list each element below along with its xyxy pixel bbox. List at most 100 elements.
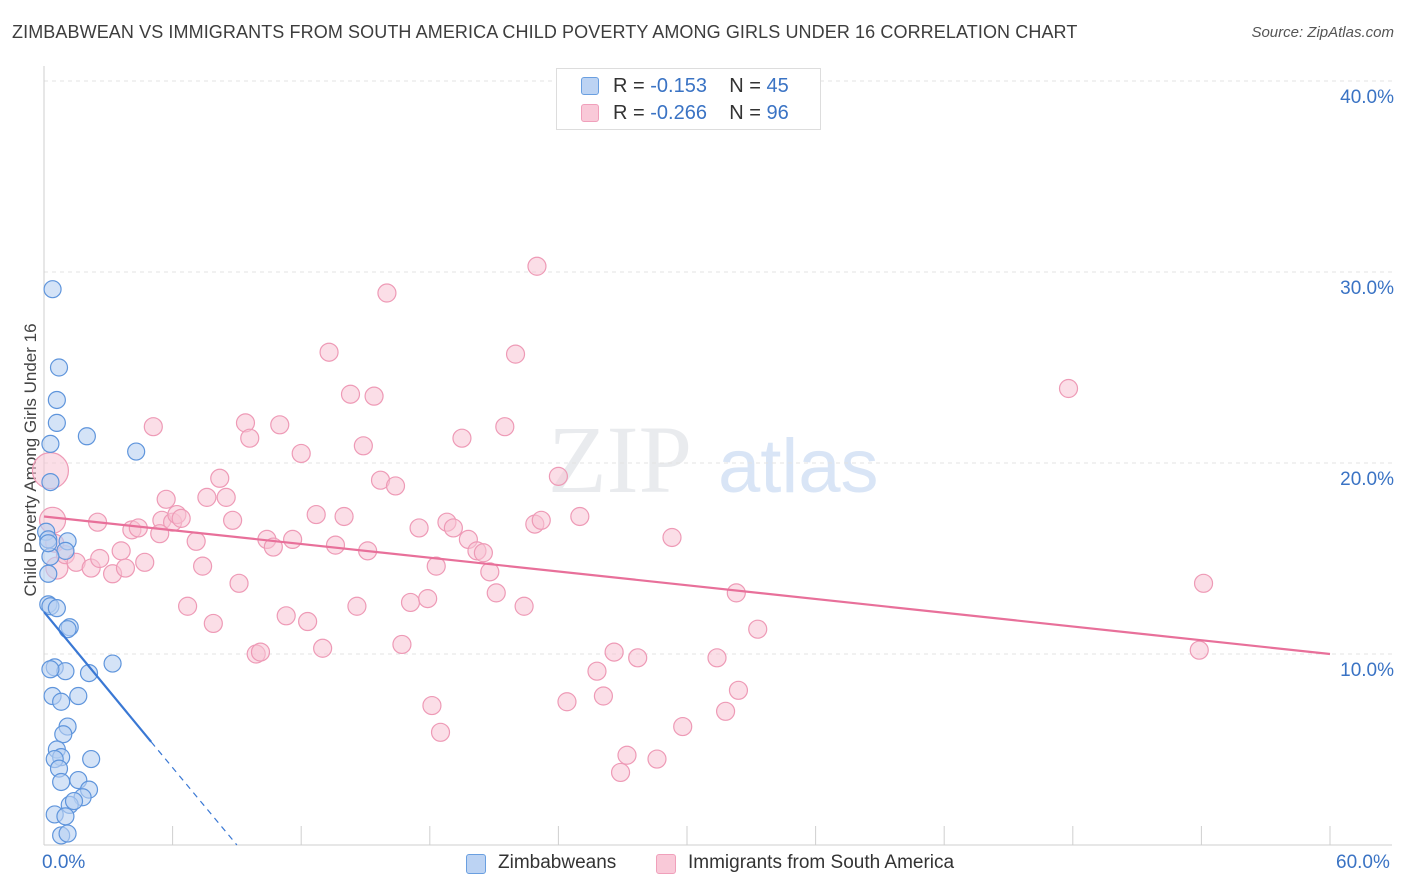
legend-r-label: R = [613,75,645,97]
correlation-legend: R = -0.153 N = 45 R = -0.266 N = 96 [556,68,821,130]
south-america-point [178,596,198,616]
south-america-point [115,558,136,578]
zimbabwean-point [64,791,84,811]
south-america-point [1193,573,1214,593]
y-tick-label: 10.0% [1340,660,1394,681]
zimbabwean-point [39,534,58,553]
legend-n-value: 96 [766,102,789,124]
south-america-point [364,386,384,406]
south-america-point [473,543,493,563]
south-america-point [325,535,346,555]
south-america-point [306,504,326,525]
south-america-point [486,583,506,603]
legend-n-label: N = [729,102,761,124]
south-america-point [452,428,472,448]
south-america-point [548,466,569,486]
south-america-point [135,552,155,572]
zimbabwean-point [127,442,146,461]
south-america-point [347,596,367,616]
zimbabwean-point [52,772,71,792]
x-tick-label-max: 60.0% [1336,852,1390,873]
legend-n-value: 45 [766,75,789,97]
south-america-point [531,510,551,530]
zimbabwean-point [82,749,101,769]
zimbabwean-point [58,824,77,843]
legend-swatch-blue [581,77,599,95]
south-america-point [505,344,526,364]
south-america-point [90,548,110,569]
trend-lines [43,515,1331,846]
zimbabwean-point [41,434,60,453]
south-america-point [1189,640,1209,660]
legend-n-label: N = [729,75,761,97]
south-america-point [430,722,451,742]
south-america-point [570,506,590,527]
south-america-point [210,468,230,488]
zimbabwean-points [37,280,146,845]
zimbabwean-point [41,660,60,679]
south-america-point [377,283,397,303]
south-america-point [353,436,373,456]
grid-lines [44,80,1392,655]
watermark: ZIP atlas [548,406,879,513]
zimbabwean-point [77,427,96,446]
south-america-point [276,606,296,626]
south-america-point [193,556,213,576]
south-america-point [480,562,500,582]
south-america-point [748,619,768,639]
south-america-point [707,648,727,668]
zimbabwean-point [49,358,69,377]
source-label: Source: ZipAtlas.com [1251,24,1394,41]
watermark-text-atlas: atlas [718,424,879,509]
south-america-point [313,638,333,658]
zimbabwean-trend-extension [150,741,238,846]
south-america-point [527,256,547,276]
south-america-point [587,661,607,681]
zimbabwean-point [47,390,66,410]
south-america-point [334,506,354,527]
legend-swatch-pink [581,104,599,122]
south-america-point [604,642,624,662]
south-america-point [186,531,206,551]
south-america-point [426,556,446,576]
zimbabwean-point [47,413,66,432]
south-america-point [270,415,290,435]
south-america-point [610,762,631,783]
south-america-point [171,508,191,528]
south-america-points [31,256,1214,783]
zimbabwean-point [58,620,77,639]
south-america-point [319,342,339,362]
bottom-legend-swatch-blue [466,854,486,874]
south-america-point [662,527,682,548]
legend-r-value: -0.266 [650,102,707,124]
zimbabwean-point [43,280,62,299]
zimbabwean-point [41,473,60,492]
south-america-point [715,701,736,721]
south-america-point [240,428,260,448]
south-america-point [291,443,311,464]
south-america-point [229,573,249,593]
zimbabwean-point [52,692,71,711]
south-america-point [197,487,217,507]
south-america-point [443,518,463,538]
zimbabwean-point [39,564,58,583]
south-america-point [495,417,515,437]
south-america-point [617,745,637,765]
y-tick-label: 40.0% [1340,87,1394,108]
south-america-point [728,680,749,700]
zimbabwean-point [56,807,75,826]
zimbabwean-point [103,654,122,673]
x-tick-label-min: 0.0% [42,852,86,873]
south-america-point [628,648,648,668]
zimbabwean-trend-line [43,611,153,743]
south-america-point [223,510,243,530]
south-america-point [400,592,421,613]
bottom-legend-label: Immigrants from South America [688,852,955,873]
south-america-point [203,613,223,634]
legend-r-label: R = [613,102,645,124]
zimbabwean-point [56,662,75,681]
south-america-point [298,611,318,632]
south-america-point [422,695,442,716]
south-america-point [593,686,614,706]
